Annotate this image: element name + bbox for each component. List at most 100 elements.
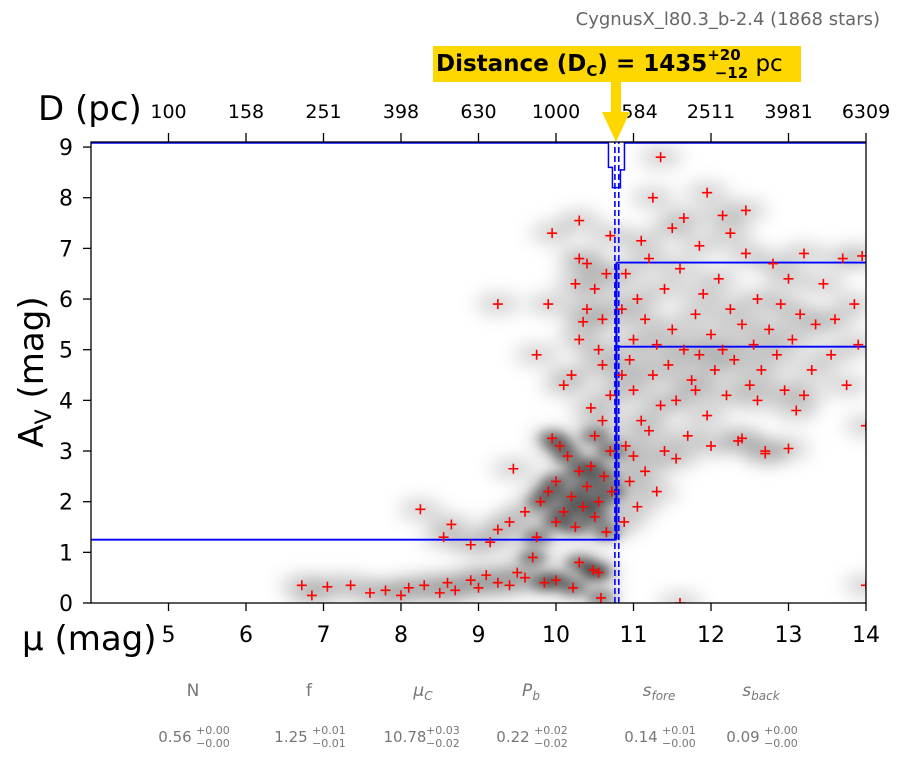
density-blob [840,245,866,266]
star-marker [589,511,600,522]
star-marker [446,519,457,530]
x-tick-label: 14 [852,623,880,648]
chart-title: CygnusX_l80.3_b-2.4 (1868 stars) [576,9,880,30]
star-marker [582,258,592,269]
stat-err-down: −0.00 [764,737,798,750]
star-marker [419,580,430,591]
star-marker [601,268,612,279]
star-marker [485,537,496,548]
star-marker [597,314,608,325]
svg-text:AV (mag): AV (mag) [12,296,57,447]
star-marker [644,425,654,436]
stat-err-up: +0.01 [662,724,696,737]
star-marker [744,380,755,391]
star-marker [675,598,685,603]
star-marker [818,278,829,289]
star-marker [593,567,604,578]
top-tick-label: 398 [383,101,419,123]
star-marker [605,230,616,241]
star-marker [651,486,662,497]
star-marker [624,354,635,365]
star-marker [574,215,585,226]
star-marker [306,590,317,601]
star-marker [861,580,866,591]
star-marker [702,410,713,421]
star-marker [558,380,569,391]
star-marker [434,587,445,598]
star-marker [620,268,631,279]
star-marker [574,466,585,477]
star-marker [667,324,678,335]
star-marker [628,385,639,396]
star-marker [531,349,542,360]
star-marker [663,359,674,370]
star-marker [706,329,716,340]
star-marker [771,349,782,360]
star-marker [678,344,689,355]
star-marker [853,339,864,350]
top-axis-label: D (pc) [38,89,142,129]
star-marker [717,210,728,221]
star-marker [768,258,778,269]
star-marker [659,283,670,294]
star-marker [568,582,579,593]
stat-err-up: +0.02 [534,724,568,737]
top-tick-label: 3981 [764,101,812,123]
star-marker [729,354,740,365]
star-marker [799,248,809,259]
x-tick-label: 10 [542,623,570,648]
star-marker [403,582,414,593]
star-marker [756,364,767,375]
y-tick-label: 1 [59,541,73,566]
star-marker [322,581,333,592]
star-marker [717,344,728,355]
star-marker [709,364,720,375]
star-marker [644,253,654,264]
star-marker [841,380,852,391]
star-marker [837,253,848,264]
star-marker [588,565,599,576]
density-blob [844,575,866,596]
top-tick-label: 1000 [532,101,580,123]
star-marker [725,228,736,239]
star-marker [686,375,697,386]
stat-value: 0.14 [624,728,657,746]
star-marker [783,443,794,454]
star-marker [636,235,647,246]
star-marker [595,592,606,603]
star-marker [597,359,608,370]
star-marker [694,349,705,360]
star-marker [578,316,589,327]
star-marker [543,299,554,310]
star-marker [748,339,759,350]
star-marker [779,385,790,396]
star-marker [651,339,662,350]
stat-label: Pb [522,681,540,703]
star-marker [599,471,610,482]
star-marker [787,334,798,345]
y-tick-label: 6 [59,288,73,313]
star-marker [849,299,860,310]
star-marker [593,344,604,355]
x-tick-label: 11 [620,623,648,648]
x-tick-label: 7 [317,623,331,648]
distance-banner: Distance (DC) = 1435+20 −12 pc [433,46,801,82]
star-marker [582,481,592,492]
star-marker [647,192,658,203]
star-marker [520,506,530,517]
star-marker [605,446,616,457]
star-marker [570,522,581,533]
star-marker [632,294,643,305]
stat-label: μC [412,681,433,703]
star-marker [465,539,476,550]
star-marker [682,430,693,441]
star-marker [585,461,596,472]
star-marker [671,453,682,464]
star-marker [574,334,585,345]
star-marker [632,501,643,512]
star-marker [619,516,630,527]
stat-value: 10.78 [384,728,427,746]
star-marker [527,552,538,563]
